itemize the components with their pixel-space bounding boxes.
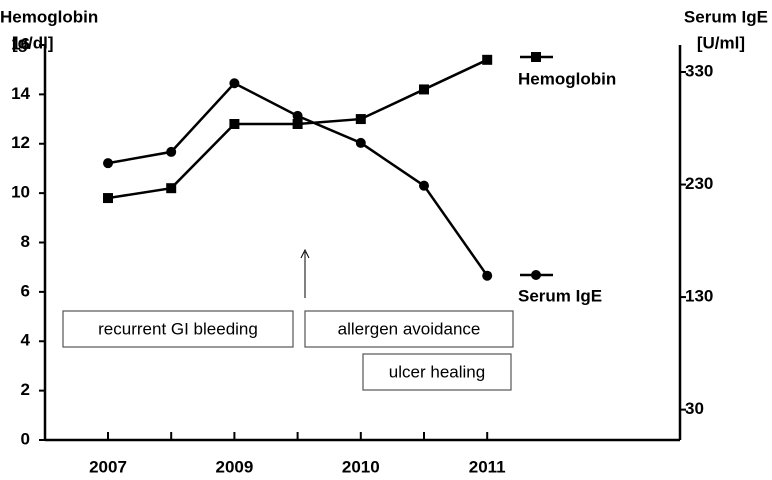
point <box>292 110 303 121</box>
y-tick-label: 2 <box>21 380 30 399</box>
annotation-box <box>62 310 294 348</box>
annotation-box <box>304 310 514 348</box>
x-tick-label: 2007 <box>89 457 127 476</box>
arrow-head <box>300 248 310 259</box>
y2-axis-unit: [U/ml] <box>697 33 745 52</box>
x-tick-label: 2009 <box>215 457 253 476</box>
point <box>103 193 113 204</box>
y-tick-label: 14 <box>11 84 30 103</box>
annotation-box <box>362 353 512 391</box>
point <box>482 270 493 281</box>
point <box>166 146 177 157</box>
x-tick-label: 2011 <box>469 457 506 476</box>
point <box>419 84 429 95</box>
point <box>355 137 366 148</box>
y-axis-unit: [g/dl] <box>12 33 54 52</box>
x-tick-label: 2010 <box>342 457 380 476</box>
point <box>229 119 240 129</box>
y-tick-label: 4 <box>21 331 31 350</box>
y2-tick-label: 130 <box>685 287 713 306</box>
legend-marker <box>531 52 541 62</box>
point <box>103 158 113 169</box>
y2-axis-label: Serum IgE <box>684 7 768 26</box>
point <box>229 78 240 89</box>
y2-tick-label: 230 <box>685 174 713 193</box>
y-tick-label: 8 <box>21 232 30 251</box>
point <box>166 183 177 194</box>
y2-tick-label: 330 <box>685 61 713 80</box>
y2-tick-label: 30 <box>685 399 704 418</box>
y-tick-label: 0 <box>21 429 30 448</box>
legend-label: Serum IgE <box>518 286 602 305</box>
y-tick-label: 12 <box>11 133 30 152</box>
annotation: ulcer healing <box>389 362 485 381</box>
y-tick-label: 10 <box>11 183 30 202</box>
annotation: recurrent GI bleeding <box>98 319 258 338</box>
annotation: allergen avoidance <box>338 319 481 338</box>
legend-marker <box>531 270 541 280</box>
legend-label: Hemoglobin <box>518 69 616 88</box>
y-tick-label: 16 <box>11 34 30 53</box>
point <box>482 54 493 65</box>
y-tick-label: 6 <box>21 281 30 300</box>
point <box>292 119 303 129</box>
point <box>355 114 366 125</box>
point <box>419 180 429 191</box>
y-axis-label: Hemoglobin <box>0 7 98 26</box>
